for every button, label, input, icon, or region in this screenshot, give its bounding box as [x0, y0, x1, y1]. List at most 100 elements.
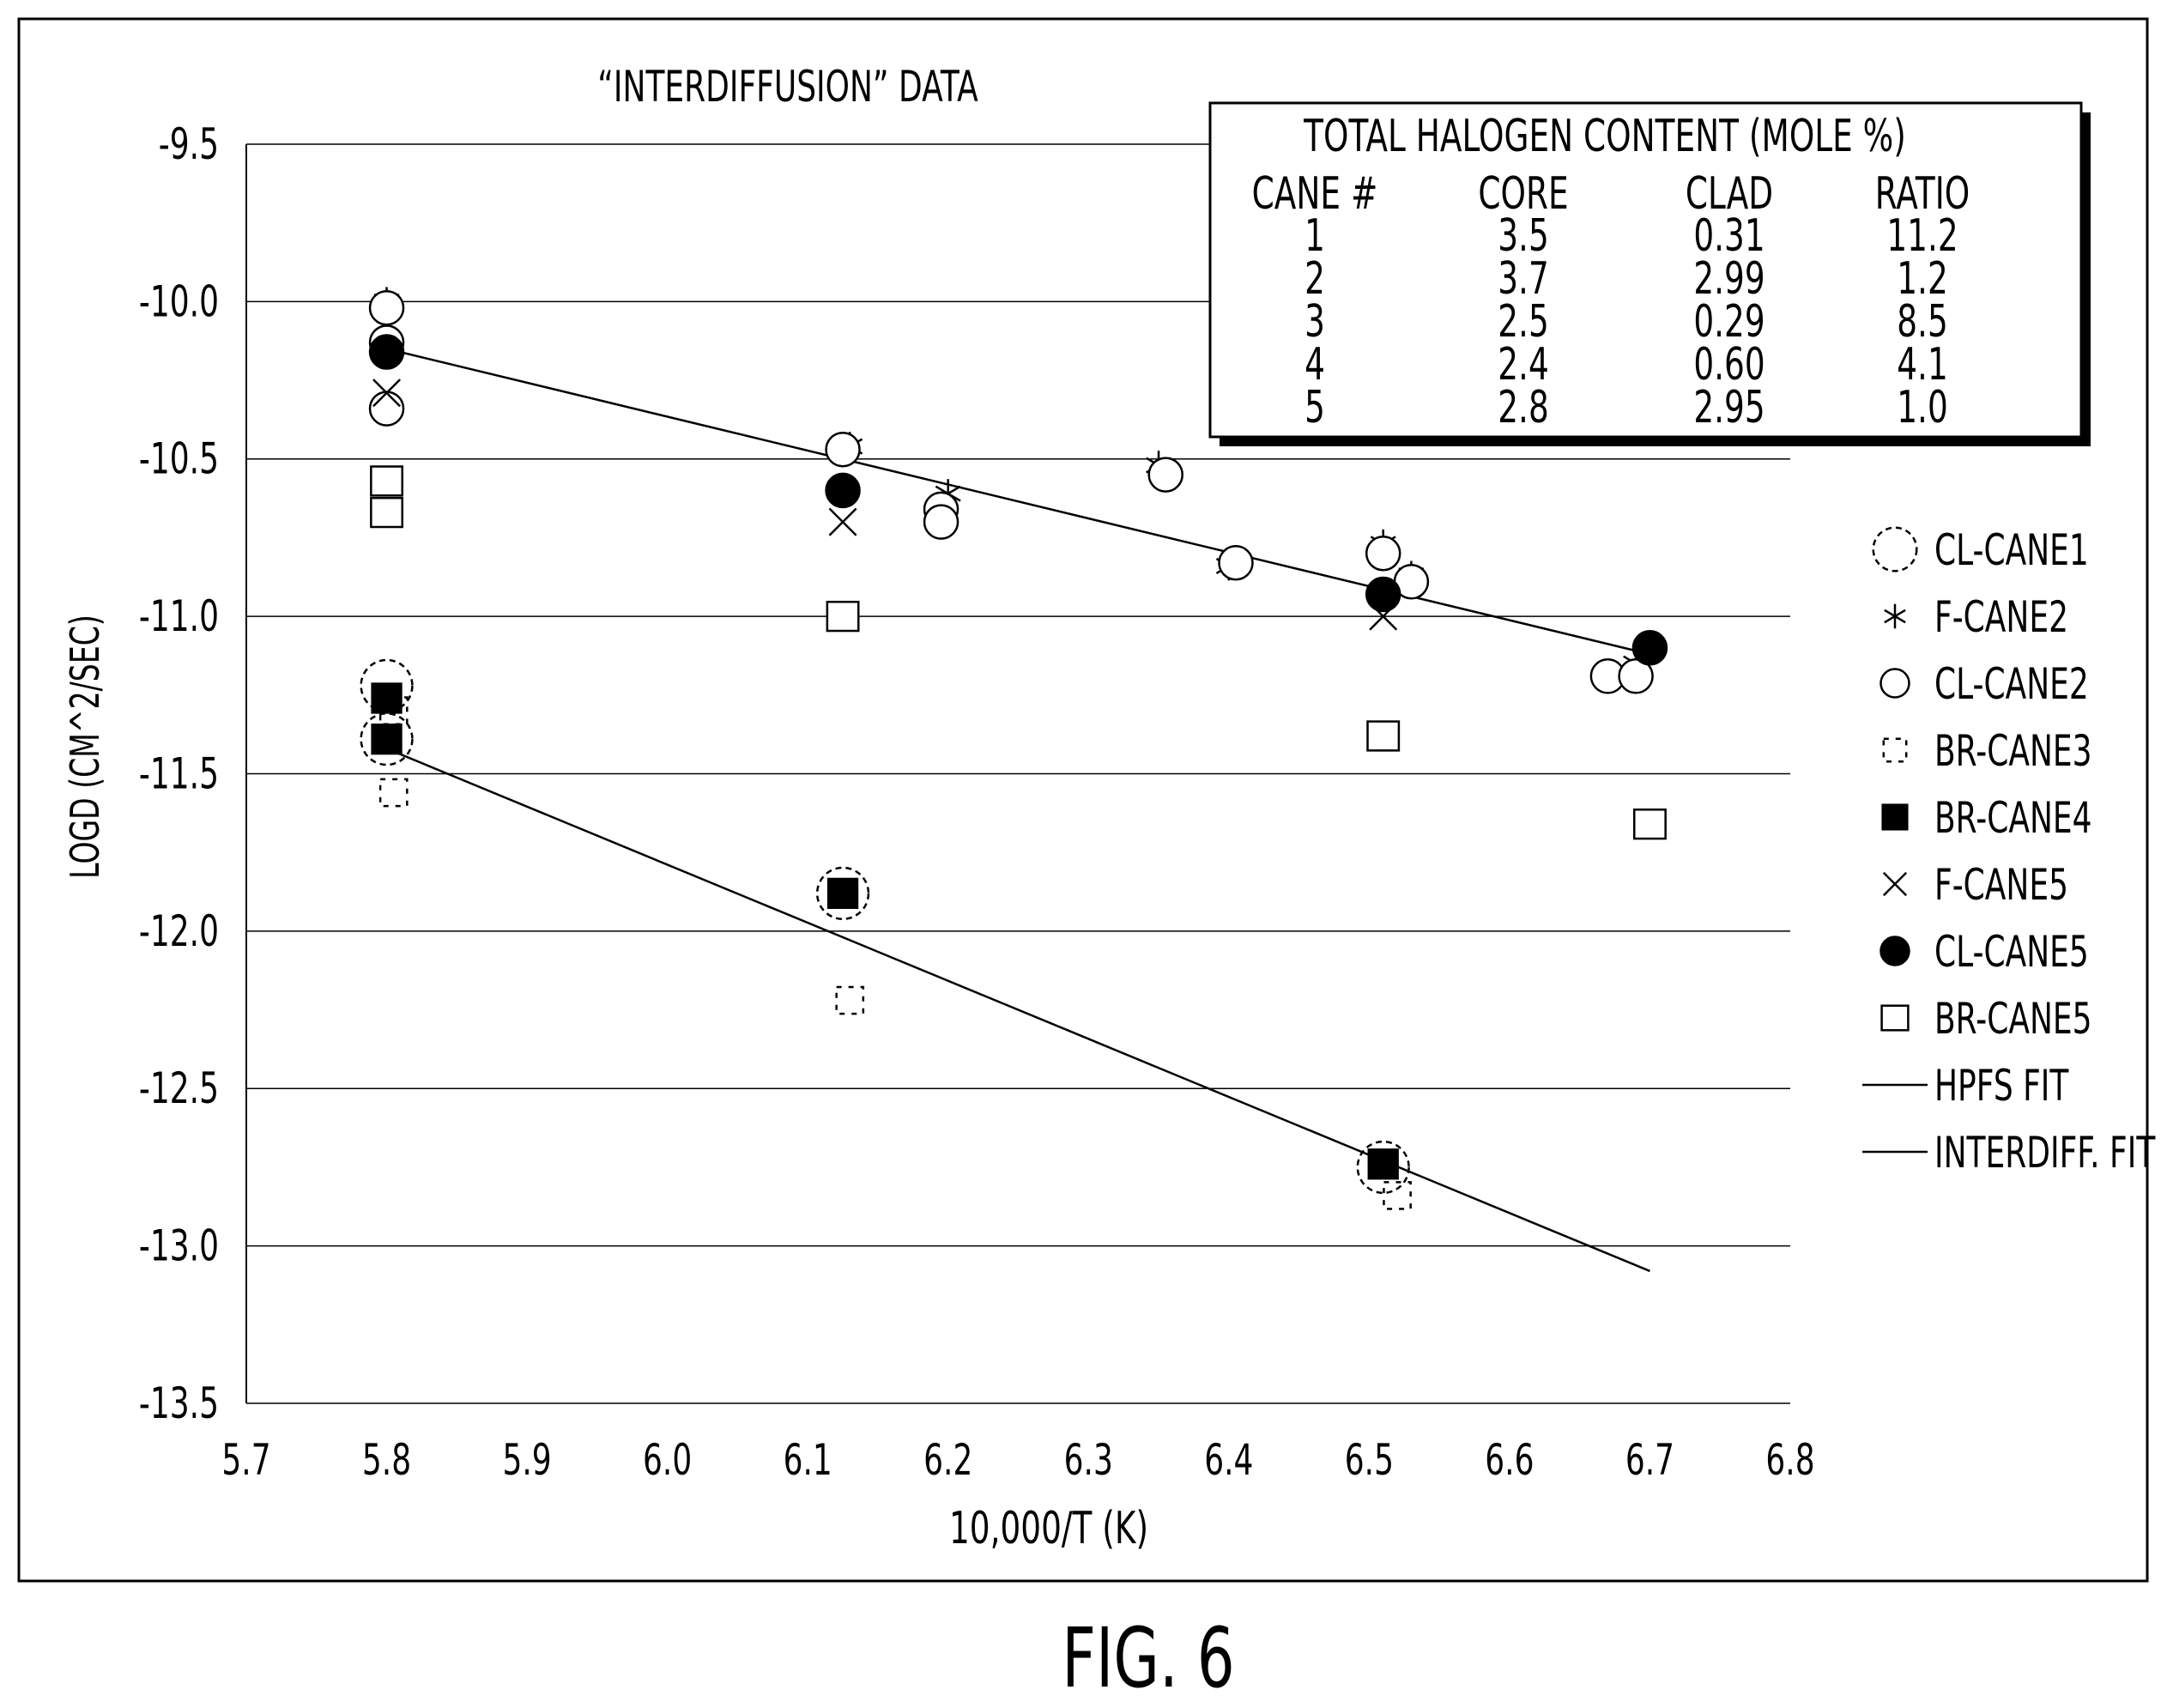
data-point — [1218, 545, 1254, 581]
legend-label: CL-CANE1 — [1934, 526, 2089, 575]
y-tick-label: -13.0 — [139, 1222, 219, 1271]
data-point — [370, 496, 403, 529]
legend-item: CL-CANE5 — [1879, 928, 2089, 978]
y-tick-label: -12.0 — [139, 907, 219, 956]
y-tick-label: -11.0 — [139, 592, 219, 641]
legend-marker — [1881, 803, 1909, 831]
legend-label: CL-CANE5 — [1934, 928, 2089, 977]
legend-marker — [1879, 936, 1910, 966]
data-point — [825, 472, 861, 509]
data-point — [1618, 658, 1654, 694]
legend-marker — [1884, 603, 1906, 629]
y-tick-label: -11.5 — [139, 750, 219, 799]
data-point — [371, 724, 403, 755]
y-tick-label: -9.5 — [159, 120, 219, 169]
legend-label: BR-CANE3 — [1934, 727, 2092, 776]
table-cell: 1.0 — [1897, 381, 1948, 433]
legend-label: F-CANE2 — [1934, 593, 2068, 642]
table-cell: 2.95 — [1693, 381, 1764, 433]
legend-label: HPFS FIT — [1934, 1062, 2069, 1111]
legend-marker — [1872, 526, 1918, 572]
data-point — [360, 712, 414, 766]
data-point — [828, 507, 857, 536]
table-cell: 2.8 — [1498, 381, 1549, 433]
data-markers — [360, 287, 1668, 1210]
y-axis-label: LOGD (CM^2/SEC) — [64, 615, 109, 879]
legend-label: INTERDIFF. FIT — [1934, 1129, 2156, 1178]
table-cell: 3.5 — [1498, 209, 1549, 262]
table-cell: 3.7 — [1498, 252, 1549, 305]
fit-line — [386, 748, 1650, 1273]
x-tick-labels: 5.7 5.8 5.9 6.0 6.1 6.2 6.3 6.4 6.5 6.6 6.7 6.8 — [221, 1436, 1814, 1485]
legend: CL-CANE1 F-CANE2 CL-CANE2 BR-CANE3 BR-CANE4 F… — [1862, 526, 2156, 1178]
x-tick-label: 6.4 — [1204, 1436, 1253, 1485]
figure-label: FIG. 6 — [1062, 1609, 1235, 1705]
data-point — [923, 504, 959, 540]
chart-title: “INTERDIFFUSION” DATA — [597, 63, 978, 112]
x-tick-label: 6.3 — [1064, 1436, 1113, 1485]
table-header: RATIO — [1875, 167, 1970, 220]
x-tick-label: 6.1 — [784, 1436, 832, 1485]
halogen-table: TOTAL HALOGEN CONTENT (MOLE %)CANE # CORE… — [1208, 101, 2091, 446]
data-point — [1147, 457, 1183, 493]
table-header: CANE # — [1252, 167, 1378, 220]
data-point — [370, 465, 403, 497]
table-box — [1208, 101, 2083, 439]
y-tick-labels: -9.5 -10.0 -10.5 -11.0 -11.5 -12.0 -12.5 -13.0 -… — [139, 120, 219, 1428]
table-cell: 3 — [1304, 295, 1325, 348]
data-point — [1633, 809, 1667, 840]
legend-item: F-CANE5 — [1882, 861, 2068, 911]
table-header: CLAD — [1686, 167, 1773, 220]
y-tick-label: -10.0 — [139, 278, 219, 327]
legend-label: CL-CANE2 — [1934, 660, 2089, 709]
data-point — [368, 334, 405, 370]
table-cell: 1 — [1304, 209, 1325, 262]
x-tick-label: 5.9 — [502, 1436, 551, 1485]
legend-marker — [1880, 1004, 1910, 1032]
y-tick-label: -13.5 — [139, 1379, 219, 1428]
table-cell: 4.1 — [1897, 338, 1948, 391]
legend-item: BR-CANE3 — [1882, 727, 2092, 777]
x-tick-label: 6.6 — [1485, 1436, 1534, 1485]
data-point — [1383, 1181, 1412, 1210]
legend-item: F-CANE2 — [1884, 593, 2068, 643]
data-point — [1356, 1140, 1410, 1195]
x-tick-label: 6.0 — [643, 1436, 692, 1485]
legend-marker — [1879, 668, 1910, 699]
table-cell: 2 — [1304, 252, 1325, 305]
legend-item: BR-CANE4 — [1881, 794, 2092, 844]
x-tick-label: 6.7 — [1625, 1436, 1674, 1485]
legend-label: F-CANE5 — [1934, 861, 2068, 910]
legend-marker — [1882, 737, 1908, 763]
x-tick-label: 5.7 — [221, 1436, 270, 1485]
data-point — [825, 431, 861, 468]
data-point — [1631, 630, 1668, 666]
legend-item: BR-CANE5 — [1880, 995, 2092, 1045]
table-cell: 0.29 — [1693, 295, 1764, 348]
data-point — [826, 600, 860, 633]
table-cell: 11.2 — [1886, 209, 1958, 262]
y-tick-label: -10.5 — [139, 435, 219, 484]
table-cell: 0.60 — [1693, 338, 1764, 391]
legend-label: BR-CANE5 — [1934, 995, 2092, 1044]
table-cell: 2.4 — [1498, 338, 1549, 391]
data-point — [360, 658, 414, 712]
data-point — [378, 778, 409, 808]
table-cell: 4 — [1304, 338, 1325, 391]
data-point — [1367, 1148, 1399, 1180]
data-point — [371, 682, 403, 714]
data-point — [826, 877, 859, 910]
table-cell: 0.31 — [1693, 209, 1764, 262]
table-content: TOTAL HALOGEN CONTENT (MOLE %)CANE # CORE… — [1252, 110, 1970, 433]
data-point — [368, 391, 405, 427]
x-tick-label: 6.8 — [1765, 1436, 1814, 1485]
x-tick-label: 6.5 — [1345, 1436, 1394, 1485]
legend-label: BR-CANE4 — [1934, 794, 2092, 843]
data-point — [368, 289, 405, 326]
table-cell: 2.5 — [1498, 295, 1549, 348]
y-tick-label: -12.5 — [139, 1064, 219, 1113]
table-title: TOTAL HALOGEN CONTENT (MOLE %) — [1303, 110, 1906, 162]
x-axis-label: 10,000/T (K) — [949, 1502, 1148, 1554]
legend-item: HPFS FIT — [1862, 1062, 2069, 1111]
